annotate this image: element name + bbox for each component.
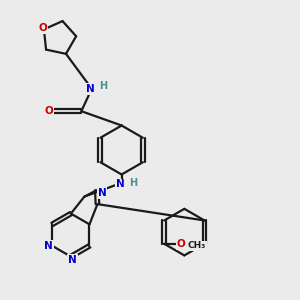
Text: O: O [177, 239, 186, 249]
Text: O: O [38, 23, 47, 33]
Text: N: N [86, 84, 95, 94]
Text: N: N [44, 241, 53, 251]
Text: CH₃: CH₃ [188, 242, 206, 250]
Text: N: N [98, 188, 106, 198]
Text: N: N [68, 255, 77, 265]
Text: O: O [45, 106, 53, 116]
Text: N: N [116, 179, 124, 189]
Text: H: H [129, 178, 137, 188]
Text: H: H [99, 81, 107, 92]
